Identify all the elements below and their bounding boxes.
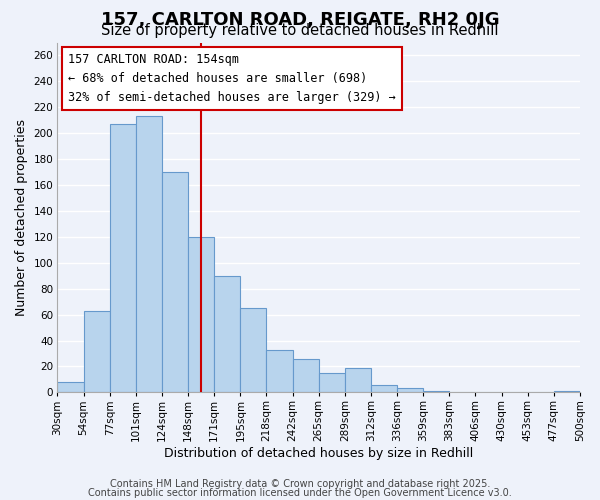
Bar (266, 350, 293, 393)
Text: Contains public sector information licensed under the Open Government Licence v3: Contains public sector information licen… (88, 488, 512, 498)
Text: Size of property relative to detached houses in Redhill: Size of property relative to detached ho… (101, 22, 499, 38)
Bar (162, 172, 188, 392)
Text: 157, CARLTON ROAD, REIGATE, RH2 0JG: 157, CARLTON ROAD, REIGATE, RH2 0JG (101, 11, 499, 29)
Bar (241, 308, 266, 392)
Bar (58, 382, 83, 392)
Text: Contains HM Land Registry data © Crown copyright and database right 2025.: Contains HM Land Registry data © Crown c… (110, 479, 490, 489)
Bar (214, 276, 241, 392)
Bar (371, 384, 397, 392)
X-axis label: Distribution of detached houses by size in Redhill: Distribution of detached houses by size … (164, 447, 473, 460)
Bar (423, 391, 449, 392)
Bar (188, 237, 214, 392)
Bar (110, 124, 136, 392)
Y-axis label: Number of detached properties: Number of detached properties (15, 119, 28, 316)
Bar (554, 391, 580, 392)
Bar (293, 358, 319, 392)
Bar (83, 310, 110, 392)
Bar (397, 388, 423, 392)
Text: 157 CARLTON ROAD: 154sqm
← 68% of detached houses are smaller (698)
32% of semi-: 157 CARLTON ROAD: 154sqm ← 68% of detach… (68, 53, 395, 104)
Bar (136, 116, 162, 392)
Bar (319, 373, 345, 392)
Bar (345, 368, 371, 392)
